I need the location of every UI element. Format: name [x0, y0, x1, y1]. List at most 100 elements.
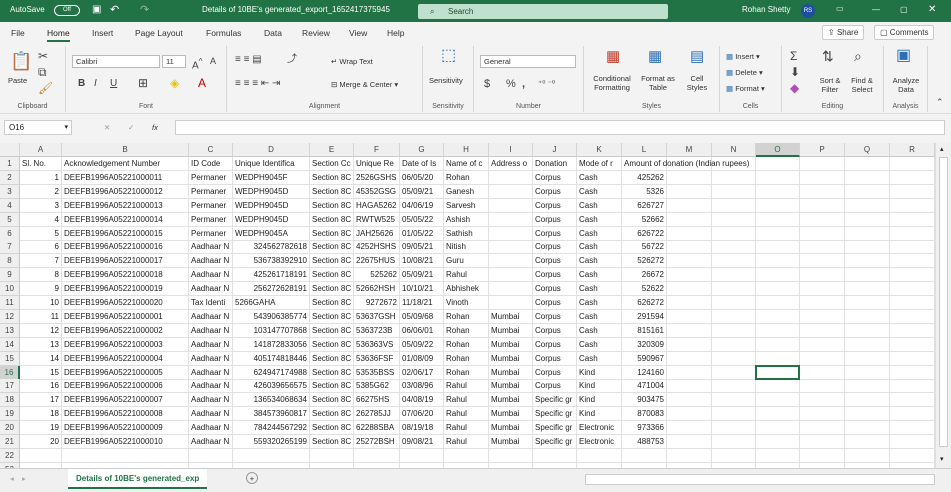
cell-N11[interactable] [712, 296, 756, 310]
cell-H9[interactable]: Rahul [444, 268, 489, 283]
cell-F10[interactable]: 52662HSH [354, 282, 400, 297]
cell-A10[interactable]: 9 [20, 282, 62, 297]
cell-G2[interactable]: 06/05/20 [400, 170, 444, 185]
cell-M3[interactable] [667, 184, 712, 199]
cell-A22[interactable] [20, 448, 62, 463]
cell-H3[interactable]: Ganesh [444, 184, 489, 199]
cell-N7[interactable] [712, 240, 756, 255]
cell-P8[interactable] [800, 254, 845, 269]
orientation-icon[interactable]: ⤴ [287, 54, 297, 65]
row-header-5[interactable]: 5 [0, 212, 20, 227]
cell-P13[interactable] [800, 323, 845, 338]
cell-J6[interactable]: Corpus [533, 226, 577, 241]
redo-icon[interactable]: ↷ [140, 4, 150, 16]
cell-M1[interactable] [667, 157, 712, 171]
cell-Q1[interactable] [845, 157, 890, 171]
cell-F6[interactable]: JAH25626 [354, 226, 400, 241]
cell-A15[interactable]: 14 [20, 351, 62, 366]
cell-P21[interactable] [800, 435, 845, 449]
cell-H15[interactable]: Rohan [444, 351, 489, 366]
cell-G12[interactable]: 05/09/68 [400, 309, 444, 324]
cell-D16[interactable]: 624947174988 [233, 365, 310, 380]
scroll-thumb[interactable] [939, 157, 948, 447]
document-title[interactable]: Details of 10BE's generated_export_16524… [202, 5, 390, 14]
comments-button[interactable]: ▢ Comments [874, 25, 935, 40]
cell-D3[interactable]: WEDPH9045D [233, 184, 310, 199]
cell-N14[interactable] [712, 337, 756, 352]
cell-Q8[interactable] [845, 254, 890, 269]
cell-D14[interactable]: 141872833056 [233, 337, 310, 352]
next-sheet-icon[interactable]: ▸ [22, 474, 26, 483]
cell-G3[interactable]: 05/09/21 [400, 184, 444, 199]
cell-H14[interactable]: Rohan [444, 337, 489, 352]
cell-R3[interactable] [890, 184, 935, 199]
cell-O10[interactable] [756, 282, 800, 297]
cell-D2[interactable]: WEDPH9045F [233, 170, 310, 185]
wrap-text-button[interactable]: ↵ Wrap Text [331, 57, 373, 66]
cell-M53[interactable] [667, 462, 712, 468]
cell-M7[interactable] [667, 240, 712, 255]
row-header-3[interactable]: 3 [0, 184, 20, 199]
cell-B15[interactable]: DEEFB1996A05221000004 [62, 351, 189, 366]
delete-cells-button[interactable]: ▦ Delete ▾ [726, 68, 763, 77]
cell-D10[interactable]: 256272628191 [233, 282, 310, 297]
copy-icon[interactable]: ⧉ [38, 65, 47, 79]
cell-P4[interactable] [800, 198, 845, 213]
cell-N3[interactable] [712, 184, 756, 199]
cell-F20[interactable]: 62288SBA [354, 421, 400, 436]
cell-C19[interactable]: Aadhaar N [189, 407, 233, 422]
cell-Q6[interactable] [845, 226, 890, 241]
cell-K7[interactable]: Cash [577, 240, 622, 255]
row-header-15[interactable]: 15 [0, 351, 20, 366]
cell-D4[interactable]: WEDPH9045D [233, 198, 310, 213]
row-header-20[interactable]: 20 [0, 421, 20, 436]
row-header-16[interactable]: 16 [0, 365, 20, 380]
cell-C16[interactable]: Aadhaar N [189, 365, 233, 380]
cell-M9[interactable] [667, 268, 712, 283]
cell-H12[interactable]: Rohan [444, 309, 489, 324]
cell-B3[interactable]: DEEFB1996A05221000012 [62, 184, 189, 199]
row-header-4[interactable]: 4 [0, 198, 20, 213]
cell-J11[interactable]: Corpus [533, 296, 577, 310]
cell-C22[interactable] [189, 448, 233, 463]
cell-A13[interactable]: 12 [20, 323, 62, 338]
cell-Q4[interactable] [845, 198, 890, 213]
cell-J3[interactable]: Corpus [533, 184, 577, 199]
row-header-12[interactable]: 12 [0, 309, 20, 324]
cell-C7[interactable]: Aadhaar N [189, 240, 233, 255]
tab-formulas[interactable]: Formulas [206, 28, 242, 38]
cell-K18[interactable]: Kind [577, 393, 622, 408]
column-header-E[interactable]: E [310, 143, 354, 157]
cell-E1[interactable]: Section Cc [310, 157, 354, 171]
cell-D19[interactable]: 384573960817 [233, 407, 310, 422]
cell-B9[interactable]: DEEFB1996A05221000018 [62, 268, 189, 283]
insert-function-button[interactable]: fx [152, 123, 158, 132]
cell-M22[interactable] [667, 448, 712, 463]
selected-cell-O16[interactable] [755, 364, 800, 381]
cell-B1[interactable]: Acknowledgement Number [62, 157, 189, 171]
cell-J7[interactable]: Corpus [533, 240, 577, 255]
cell-K22[interactable] [577, 448, 622, 463]
cell-L18[interactable]: 903475 [622, 393, 667, 408]
cell-H7[interactable]: Nitish [444, 240, 489, 255]
cell-J13[interactable]: Corpus [533, 323, 577, 338]
cell-R19[interactable] [890, 407, 935, 422]
cell-I53[interactable] [489, 462, 533, 468]
cell-L16[interactable]: 124160 [622, 365, 667, 380]
cell-K10[interactable]: Cash [577, 282, 622, 297]
cell-R15[interactable] [890, 351, 935, 366]
cell-A11[interactable]: 10 [20, 296, 62, 310]
cell-E8[interactable]: Section 8C [310, 254, 354, 269]
cell-F12[interactable]: 53637GSH [354, 309, 400, 324]
cell-K13[interactable]: Cash [577, 323, 622, 338]
cell-I1[interactable]: Address o [489, 157, 533, 171]
font-size-select[interactable]: 11 [162, 55, 186, 68]
cell-H6[interactable]: Sathish [444, 226, 489, 241]
cell-J16[interactable]: Corpus [533, 365, 577, 380]
cell-N20[interactable] [712, 421, 756, 436]
cell-D7[interactable]: 324562782618 [233, 240, 310, 255]
cell-G4[interactable]: 04/06/19 [400, 198, 444, 213]
cell-Q7[interactable] [845, 240, 890, 255]
cell-O14[interactable] [756, 337, 800, 352]
cell-G14[interactable]: 05/09/22 [400, 337, 444, 352]
